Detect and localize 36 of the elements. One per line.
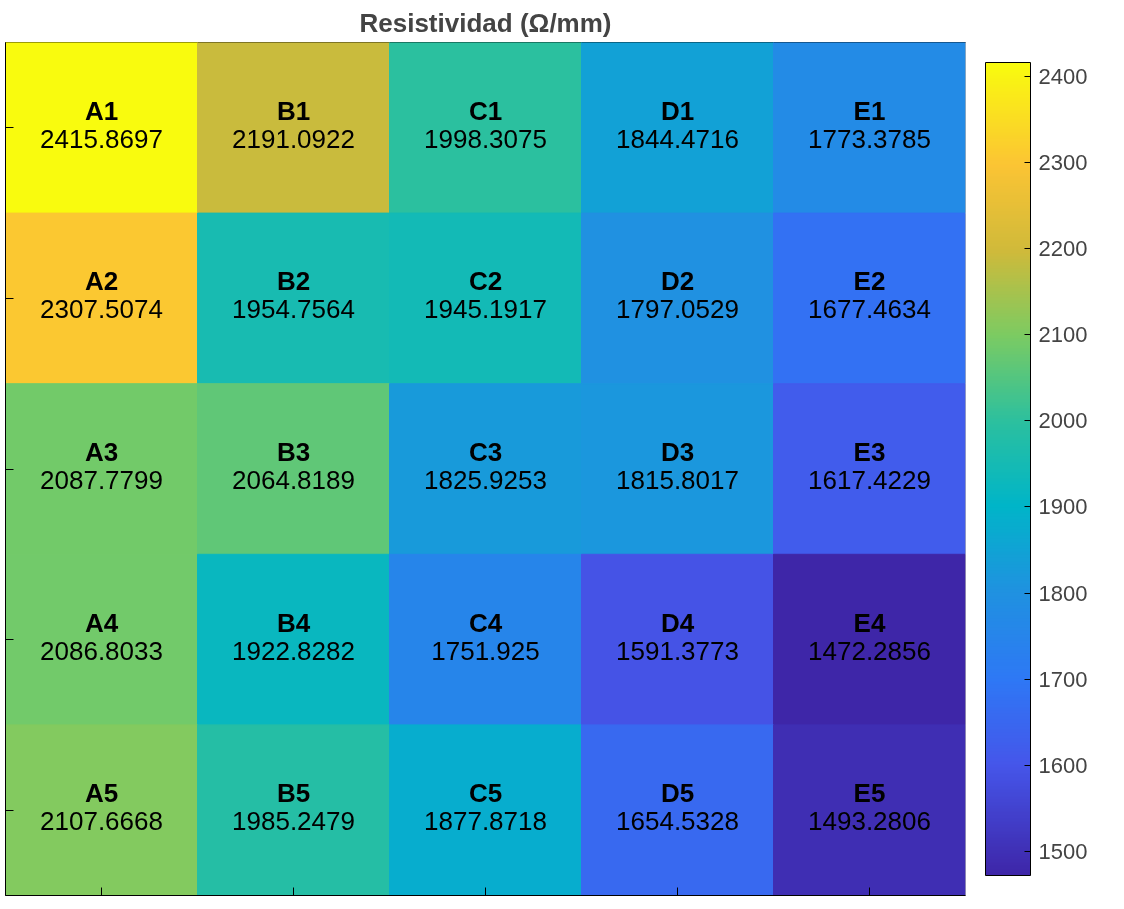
text: C4 1751.925 [431,607,540,666]
text: C5 1877.8718 [424,778,547,837]
text: E3 1617.4229 [808,437,931,495]
color-bar-label: 2400 [1038,63,1088,89]
color-bar-label: 2200 [1038,236,1088,261]
color-bar-label: 1600 [1038,752,1088,778]
color-bar-label: 1500 [1038,839,1088,865]
text: E4 1472.2856 [808,607,931,666]
text: A3 2087.7799 [40,437,163,495]
text: E5 1493.2806 [808,778,931,837]
color-bar-label: 2000 [1038,408,1088,434]
text: B2 1954.7564 [232,266,355,325]
color-bar-label: 1700 [1038,666,1088,692]
text: A2 2307.5074 [40,266,163,325]
text: C2 1945.1917 [424,266,547,325]
text: C1 1998.3075 [424,95,547,154]
color-bar-label: 1900 [1038,494,1088,520]
color-bar-label: 2300 [1038,149,1088,175]
text: A5 2107.6668 [40,778,163,837]
text: B5 1985.2479 [232,778,355,837]
text: B3 2064.8189 [232,437,355,495]
chart-title: Resistividad (Ω/mm) [359,7,612,38]
color-bar-label: 1800 [1038,580,1088,606]
text: D2 1797.0529 [616,266,739,325]
text: D1 1844.4716 [616,95,739,154]
text: D5 1654.5328 [616,778,739,837]
text: D3 1815.8017 [616,437,739,495]
text: E2 1677.4634 [808,266,931,325]
text: B1 2191.0922 [232,95,355,154]
text: E1 1773.3785 [808,95,931,154]
text: D4 1591.3773 [616,607,739,666]
text: C3 1825.9253 [424,437,547,495]
text: A4 2086.8033 [40,607,163,666]
text: A1 2415.8697 [40,95,163,154]
text: B4 1922.8282 [232,607,355,666]
color-bar-label: 2100 [1038,322,1088,348]
